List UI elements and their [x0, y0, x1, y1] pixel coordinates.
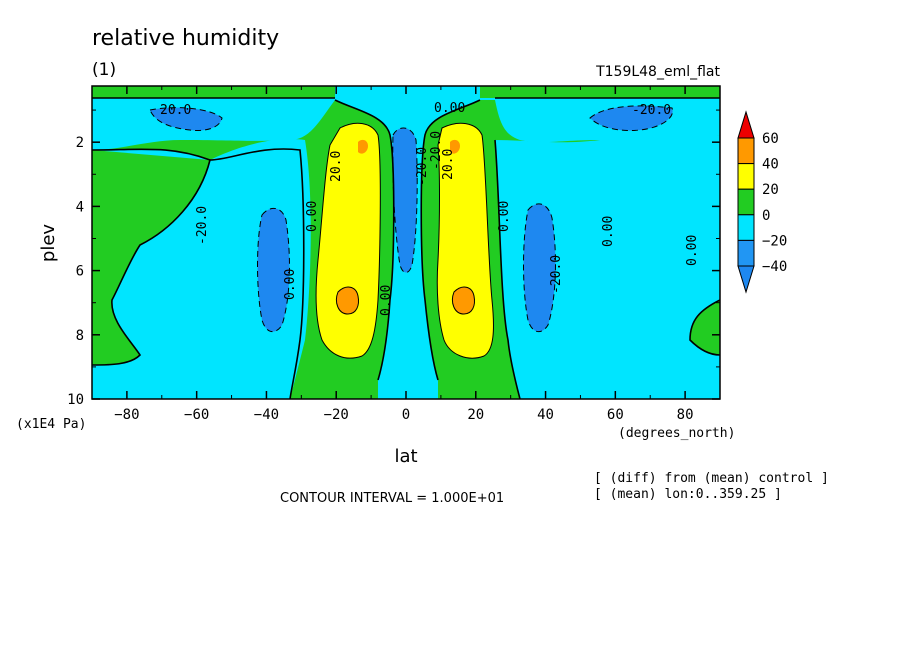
chart-title: relative humidity [92, 26, 279, 51]
x-axis-units: (degrees_north) [618, 426, 735, 441]
y-tick-label: 8 [76, 328, 84, 344]
contour-line [494, 139, 521, 399]
x-tick-label: −40 [254, 407, 279, 423]
contour-line [334, 99, 395, 381]
y-axis: 2 4 6 8 10 [67, 109, 720, 408]
contour-interval-text: CONTOUR INTERVAL = 1.000E+01 [280, 491, 504, 506]
contour-line [335, 286, 359, 315]
contour-label: 0.00 [601, 216, 616, 247]
region-tropical-blue [392, 128, 418, 273]
x-tick-label: −60 [184, 407, 209, 423]
region-sh-midlat-blue [257, 208, 290, 332]
contour-label: 0.00 [497, 201, 512, 232]
x-tick-label: 60 [607, 407, 624, 423]
colorbar: 60 40 20 0 −20 −40 [737, 110, 787, 294]
y-tick-label: 4 [76, 199, 84, 215]
contour-label: -20.0 [195, 206, 210, 245]
contour-label: 0.00 [434, 101, 465, 116]
region-nh-midlat-blue [523, 203, 556, 332]
region-nh-orange-upper [450, 139, 460, 154]
contour-line [209, 148, 305, 399]
region-sh-yellow [316, 123, 381, 359]
chart-subtitle: (1) [92, 60, 116, 80]
contour-line [315, 122, 381, 359]
contour-label: 0.00 [305, 201, 320, 232]
x-axis-label: lat [394, 446, 417, 467]
x-axis: −80 −60 −40 −20 0 20 40 60 80 [91, 86, 721, 423]
x-tick-label: −80 [114, 407, 139, 423]
colorbar-label: −20 [762, 233, 787, 249]
region-nh-cyan [495, 135, 720, 399]
region-nh-upper-blue [590, 105, 673, 131]
contour-line [451, 286, 475, 315]
contour-line [92, 148, 211, 366]
colorbar-label: 20 [762, 182, 779, 198]
contour-label: 20.0 [329, 151, 344, 182]
contour-label: 20.0 [441, 149, 456, 180]
x-tick-label: 0 [402, 407, 410, 423]
contour-line [420, 99, 481, 381]
contour-label: 0.00 [379, 285, 394, 316]
contour-label-group: 20.0 -20.0 0.00 -20.0 0.00 0.00 20.0 0.0… [160, 101, 700, 316]
colorbar-swatch [737, 214, 755, 241]
colorbar-swatch [737, 188, 755, 216]
run-label: T159L48_eml_flat [595, 64, 720, 80]
contour-label: -20.0 [415, 147, 430, 186]
contour-line [436, 122, 494, 359]
contour-line [523, 203, 556, 333]
contour-field [92, 86, 720, 399]
contour-label: 0.00 [685, 235, 700, 266]
contour-label: 20.0 [160, 103, 191, 118]
contour-label: -20.0 [429, 131, 444, 170]
colorbar-label: −40 [762, 259, 787, 275]
region-sh-orange [336, 287, 359, 314]
x-tick-label: −20 [324, 407, 349, 423]
region-nh-yellow [437, 123, 494, 359]
colorbar-label: 0 [762, 208, 770, 224]
x-tick-label: 20 [467, 407, 484, 423]
y-tick-label: 2 [76, 135, 84, 151]
colorbar-arrow-top [737, 110, 755, 139]
contour-label: -20.0 [632, 103, 671, 118]
y-tick-label: 6 [76, 264, 84, 280]
colorbar-label: 40 [762, 157, 779, 173]
region-upper-cyan [92, 98, 720, 150]
x-tick-label: 80 [677, 407, 694, 423]
contour-lines [92, 97, 720, 399]
contour-line [257, 207, 290, 333]
colorbar-label: 60 [762, 131, 779, 147]
note-diff: [ (diff) from (mean) control ] [594, 471, 829, 486]
colorbar-arrow-bottom [737, 265, 755, 294]
contour-label: -20.0 [549, 255, 564, 294]
contour-line [589, 105, 674, 131]
colorbar-swatch [737, 239, 755, 267]
region-nh-orange [452, 287, 475, 314]
colorbar-swatch [737, 163, 755, 190]
region-sh-orange-upper [358, 139, 368, 154]
contour-label: 0.00 [283, 269, 298, 300]
y-axis-units: (x1E4 Pa) [16, 417, 86, 432]
y-axis-label: plev [38, 224, 59, 263]
y-tick-label: 10 [67, 392, 84, 408]
note-mean: [ (mean) lon:0..359.25 ] [594, 487, 782, 502]
contour-line [689, 299, 720, 356]
colorbar-swatch [737, 137, 755, 165]
x-tick-label: 40 [537, 407, 554, 423]
